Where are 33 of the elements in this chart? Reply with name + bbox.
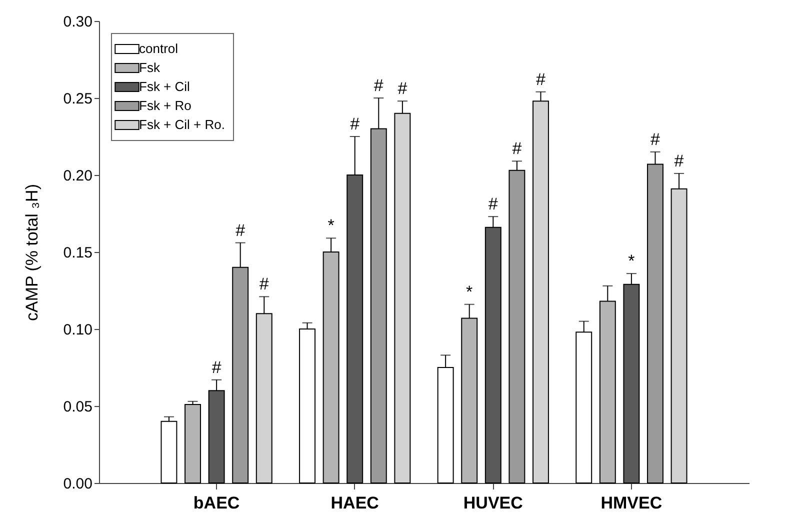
data-label: # [374,76,384,95]
x-tick-label: bAEC [193,494,240,512]
data-label: # [259,274,270,294]
data-label: * [628,252,636,271]
y-axis-title: cAMP (% total ₃H) [22,184,42,321]
x-tick-label: HMVEC [600,494,662,512]
data-label: * [328,216,335,236]
legend-label: Fsk + Ro [139,98,192,113]
data-label: # [212,358,222,377]
data-label: # [488,194,498,214]
bar [184,404,201,484]
y-tick-label: 0.10 [63,322,92,338]
y-tick-label: 0.15 [63,244,92,262]
y-tick-label: 0.00 [63,476,92,492]
legend-label: Fsk [139,60,160,75]
y-tick-label: 0.20 [63,168,92,184]
bar [160,420,178,484]
legend-label: control [139,41,178,56]
data-label: # [512,139,522,158]
y-tick-label: 0.30 [63,14,92,30]
data-label: # [674,151,684,170]
data-label: * [466,282,474,302]
data-label: # [350,114,360,134]
y-tick-label: 0.25 [63,90,92,108]
x-tick-label: HAEC [330,494,379,512]
data-label: # [650,130,661,149]
data-label: # [398,79,408,98]
legend-label: Fsk + Cil [139,79,190,94]
data-label: # [536,70,546,89]
y-tick-label: 0.05 [63,398,92,416]
data-label: # [236,220,246,240]
legend-label: Fsk + Cil + Ro. [139,117,225,132]
x-tick-label: HUVEC [463,494,523,512]
